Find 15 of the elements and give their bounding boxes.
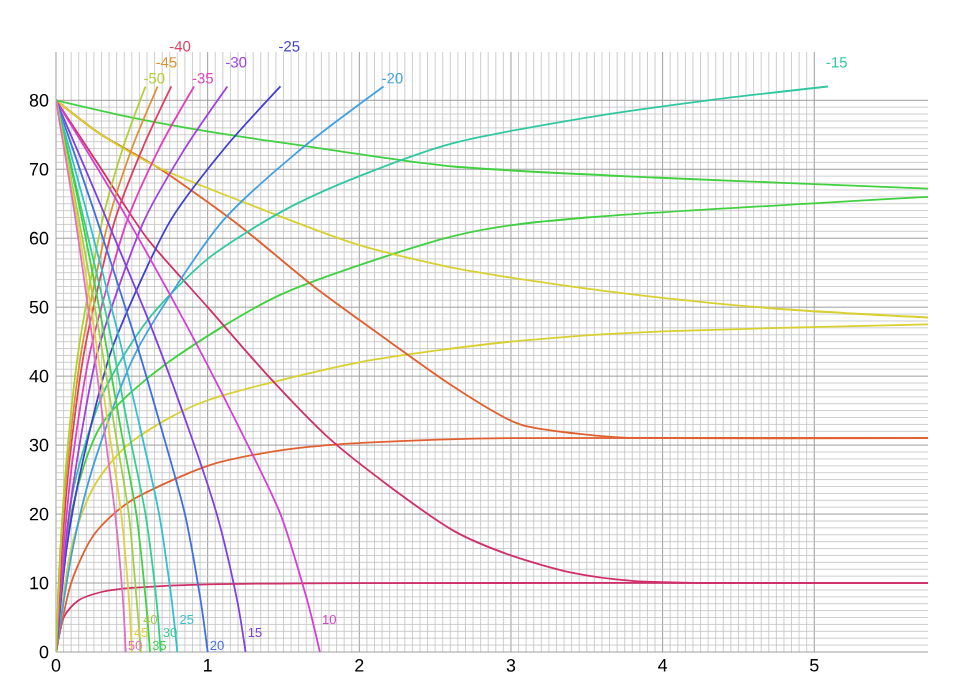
y-tick-label: 10 — [30, 576, 49, 590]
y-tick-label: 50 — [29, 300, 49, 314]
y-tick-label: 20 — [29, 507, 49, 521]
y-tick-label: 60 — [29, 231, 49, 245]
x-tick-label: 1 — [204, 659, 212, 672]
x-tick-label: 2 — [355, 659, 364, 672]
x-tick-label: 4 — [658, 659, 668, 672]
x-tick-label: 5 — [810, 659, 819, 672]
y-tick-label: 0 — [39, 645, 49, 659]
x-tick-label: 0 — [51, 659, 61, 672]
y-tick-label: 30 — [29, 438, 49, 452]
y-tick-label: 40 — [29, 369, 49, 383]
x-tick-label: 3 — [506, 659, 516, 672]
y-tick-label: 70 — [29, 162, 49, 176]
y-tick-label: 80 — [29, 93, 49, 107]
